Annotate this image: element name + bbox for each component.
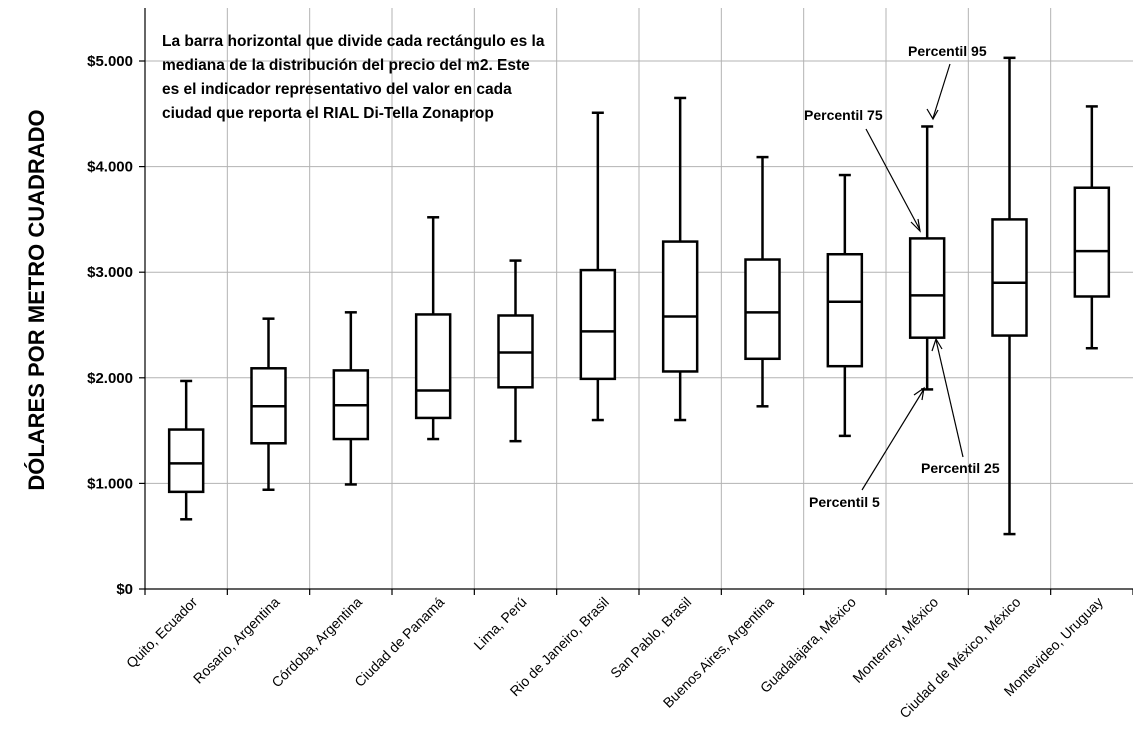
annotation-p5: Percentil 5 — [809, 494, 880, 510]
iqr-box — [661, 240, 699, 373]
arrow-p75-head — [910, 218, 921, 233]
box-9 — [826, 173, 864, 438]
axis-layer — [139, 8, 1133, 595]
x-tick-label: Ciudad de Panamá — [351, 594, 447, 690]
annotation-p75: Percentil 75 — [804, 107, 883, 123]
percentile-annotations: Percentil 95 Percentil 75 Percentil 25 P… — [804, 43, 1000, 510]
arrow-p95-head — [926, 108, 939, 121]
grid-layer — [145, 8, 1133, 589]
box-8 — [744, 155, 781, 408]
annotation-p95: Percentil 95 — [908, 43, 987, 59]
box-11 — [991, 56, 1028, 536]
iqr-box — [414, 313, 452, 420]
box-7 — [661, 96, 699, 422]
iqr-box — [744, 258, 781, 361]
box-12 — [1073, 105, 1111, 350]
note-text: La barra horizontal que divide cada rect… — [162, 33, 545, 122]
arrow-p75 — [865, 128, 921, 231]
note-line: es el indicador representativo del valor… — [162, 81, 512, 98]
box-1 — [167, 379, 205, 521]
y-tick-label: $2.000 — [87, 370, 133, 387]
annotation-p25: Percentil 25 — [921, 460, 1000, 476]
x-tick-label: Quito, Ecuador — [123, 594, 201, 672]
arrow-p5-head — [913, 386, 925, 401]
box-4 — [414, 216, 452, 441]
note-line: ciudad que reporta el RIAL Di-Tella Zona… — [162, 105, 494, 122]
box-5 — [497, 259, 534, 443]
box-10 — [908, 125, 946, 391]
arrow-p25 — [935, 339, 964, 458]
y-tick-label: $0 — [116, 581, 133, 598]
y-tick-label: $4.000 — [87, 159, 133, 176]
x-tick-label: San Pablo, Brasil — [607, 594, 694, 681]
iqr-box — [908, 237, 946, 339]
iqr-box — [991, 218, 1028, 337]
y-tick-label: $1.000 — [87, 475, 133, 492]
x-tick-label: Monterrey, México — [849, 594, 941, 686]
note-line: La barra horizontal que divide cada rect… — [162, 33, 545, 50]
box-6 — [579, 111, 617, 422]
box-layer — [167, 56, 1111, 536]
label-layer: $0 $1.000 $2.000 $3.000 $4.000 $5.000 Quito, E… — [87, 53, 1106, 721]
box-2 — [250, 317, 287, 491]
x-tick-label: Lima, Perú — [470, 594, 529, 653]
y-tick-label: $3.000 — [87, 264, 133, 281]
x-tick-label: Córdoba, Argentina — [268, 594, 365, 691]
arrow-p25-head — [931, 337, 943, 352]
y-tick-label: $5.000 — [87, 53, 133, 70]
note-line: mediana de la distribución del precio de… — [162, 57, 530, 74]
iqr-box — [579, 268, 617, 381]
box-3 — [332, 311, 370, 486]
arrow-p95 — [932, 63, 951, 119]
x-tick-label: Rosario, Argentina — [190, 594, 283, 687]
iqr-box — [167, 428, 205, 494]
iqr-box — [826, 252, 864, 368]
arrow-p5 — [861, 388, 925, 491]
iqr-box — [1073, 186, 1111, 298]
y-axis-label: DÓLARES POR METRO CUADRADO — [24, 109, 49, 490]
